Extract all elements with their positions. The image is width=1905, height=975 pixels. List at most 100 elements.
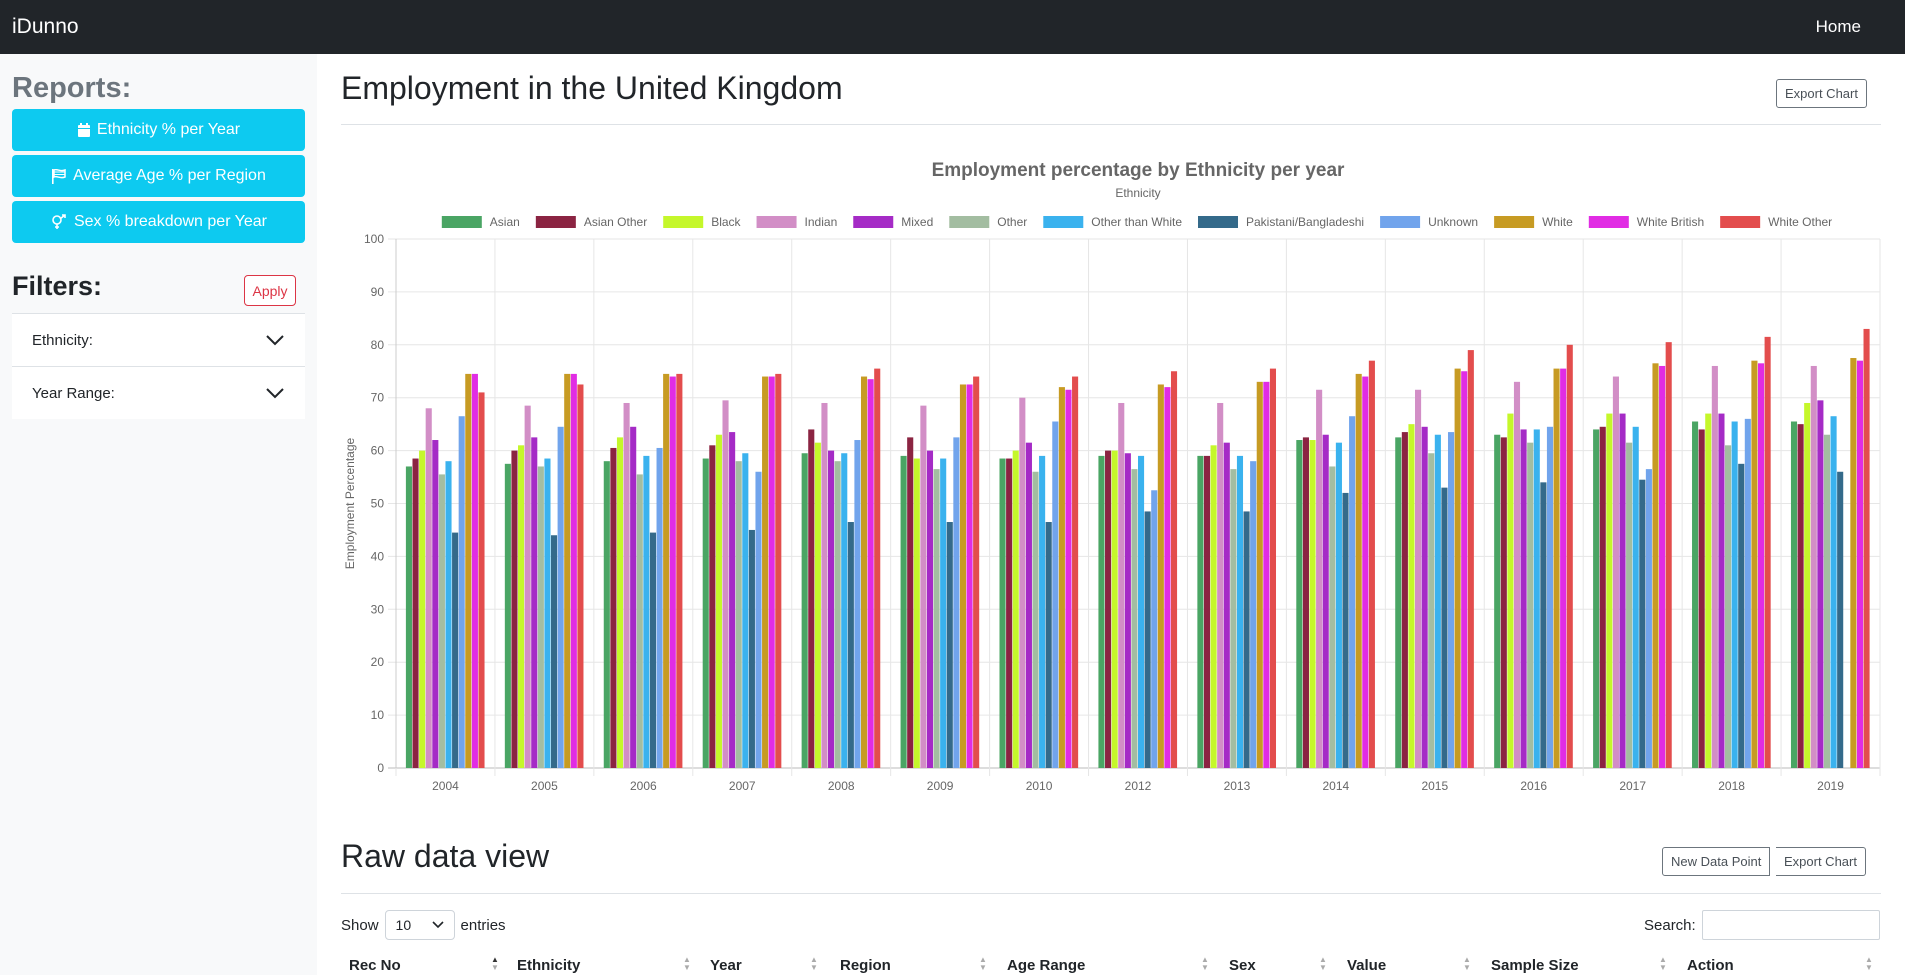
bar bbox=[1599, 426, 1606, 768]
bar bbox=[1124, 453, 1131, 768]
entries-select[interactable]: 10 bbox=[384, 910, 455, 940]
y-tick-label: 20 bbox=[371, 655, 385, 669]
new-data-point-button[interactable]: New Data Point bbox=[1662, 847, 1771, 876]
bar bbox=[1738, 463, 1745, 768]
bar bbox=[537, 466, 544, 768]
column-header-age-range[interactable]: Age Range bbox=[1007, 957, 1086, 974]
legend-swatch bbox=[663, 216, 704, 228]
y-tick-label: 100 bbox=[364, 232, 384, 246]
bar bbox=[676, 373, 683, 768]
bar bbox=[1012, 450, 1019, 768]
bar bbox=[511, 450, 518, 768]
bar bbox=[1368, 360, 1375, 768]
bar bbox=[1144, 511, 1151, 768]
x-tick-label: 2015 bbox=[1421, 779, 1448, 793]
report-ethnicity-button[interactable]: Ethnicity % per Year bbox=[12, 109, 305, 151]
apply-filters-button[interactable]: Apply bbox=[244, 275, 296, 306]
ethnicity-filter-toggle[interactable]: Ethnicity: bbox=[12, 313, 305, 366]
column-header-rec-no[interactable]: Rec No bbox=[349, 957, 401, 974]
export-table-button[interactable]: Export Chart bbox=[1776, 847, 1866, 876]
ethnicity-filter-label: Ethnicity: bbox=[32, 331, 93, 349]
legend-swatch bbox=[1588, 216, 1629, 228]
year-range-filter-toggle[interactable]: Year Range: bbox=[12, 366, 305, 419]
brand-logo-text[interactable]: iDunno bbox=[12, 15, 79, 38]
bar bbox=[1665, 342, 1672, 768]
search-input[interactable] bbox=[1701, 910, 1880, 940]
bar bbox=[1593, 429, 1600, 768]
flag-icon bbox=[52, 168, 66, 184]
bar bbox=[1256, 381, 1263, 768]
bar bbox=[1131, 469, 1138, 768]
bar bbox=[933, 469, 940, 768]
bar bbox=[1098, 455, 1105, 768]
show-label: Show bbox=[341, 916, 379, 934]
top-navbar: iDunno Home bbox=[0, 0, 1905, 54]
bar bbox=[1263, 381, 1270, 768]
bar bbox=[867, 379, 874, 768]
bar bbox=[1711, 365, 1718, 768]
export-chart-button[interactable]: Export Chart bbox=[1776, 79, 1867, 108]
bar bbox=[755, 471, 762, 768]
x-tick-label: 2018 bbox=[1718, 779, 1745, 793]
bar bbox=[1731, 421, 1738, 768]
bar bbox=[1006, 458, 1013, 768]
bar bbox=[1606, 413, 1613, 768]
x-tick-label: 2010 bbox=[1026, 779, 1053, 793]
nav-home-link[interactable]: Home bbox=[1815, 17, 1861, 36]
bar bbox=[768, 376, 775, 768]
bar bbox=[432, 440, 439, 768]
bar bbox=[808, 429, 815, 768]
column-header-action[interactable]: Action bbox=[1687, 957, 1734, 974]
chart-container: Employment percentage by Ethnicity per y… bbox=[341, 150, 1881, 800]
bar bbox=[1052, 421, 1059, 768]
bar bbox=[1355, 373, 1362, 768]
legend-swatch bbox=[756, 216, 797, 228]
bar bbox=[801, 453, 808, 768]
legend-swatch bbox=[1380, 216, 1421, 228]
bar bbox=[874, 368, 881, 768]
bar bbox=[1447, 432, 1455, 768]
column-header-region[interactable]: Region bbox=[840, 957, 891, 974]
bar bbox=[1138, 455, 1145, 768]
bar bbox=[1823, 434, 1831, 768]
column-header-sample-size[interactable]: Sample Size bbox=[1491, 957, 1579, 974]
column-header-sex[interactable]: Sex bbox=[1229, 957, 1256, 974]
report-age-region-button[interactable]: Average Age % per Region bbox=[12, 155, 305, 197]
report-sex-button[interactable]: Sex % breakdown per Year bbox=[12, 201, 305, 243]
sort-icon: ▲ ▼ bbox=[979, 955, 987, 972]
bar bbox=[1705, 413, 1712, 768]
bar bbox=[669, 376, 676, 768]
bar bbox=[1039, 455, 1046, 768]
bar bbox=[465, 373, 472, 768]
column-header-ethnicity[interactable]: Ethnicity bbox=[517, 957, 581, 974]
column-header-year[interactable]: Year bbox=[710, 957, 742, 974]
x-tick-label: 2006 bbox=[630, 779, 657, 793]
bar bbox=[419, 450, 426, 768]
legend-swatch bbox=[949, 216, 990, 228]
sort-icon: ▲ ▼ bbox=[683, 955, 691, 972]
bar bbox=[966, 384, 973, 768]
legend-label: Asian Other bbox=[584, 215, 647, 229]
bar bbox=[1203, 455, 1211, 768]
bar bbox=[1837, 471, 1844, 768]
bar bbox=[702, 458, 709, 768]
chevron-down-icon bbox=[266, 388, 284, 399]
bar bbox=[570, 373, 577, 768]
bar bbox=[748, 529, 755, 768]
column-header-value[interactable]: Value bbox=[1347, 957, 1387, 974]
bar bbox=[405, 466, 412, 768]
entries-select-value: 10 bbox=[395, 917, 412, 933]
bar bbox=[1210, 445, 1217, 768]
legend-label: Other than White bbox=[1091, 215, 1182, 229]
bar bbox=[907, 437, 914, 768]
bar bbox=[412, 458, 419, 768]
bar bbox=[1362, 376, 1369, 768]
bar bbox=[828, 450, 835, 768]
legend-label: White bbox=[1542, 215, 1573, 229]
bar bbox=[610, 447, 617, 768]
bar bbox=[953, 437, 960, 768]
chart-title: Employment percentage by Ethnicity per y… bbox=[932, 160, 1345, 181]
bar bbox=[1718, 413, 1725, 768]
bar bbox=[1540, 482, 1547, 768]
bar bbox=[1513, 381, 1521, 768]
